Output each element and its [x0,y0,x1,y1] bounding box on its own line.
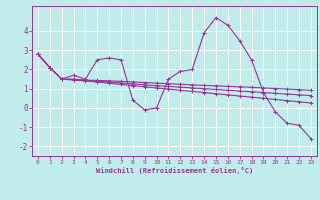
X-axis label: Windchill (Refroidissement éolien,°C): Windchill (Refroidissement éolien,°C) [96,167,253,174]
